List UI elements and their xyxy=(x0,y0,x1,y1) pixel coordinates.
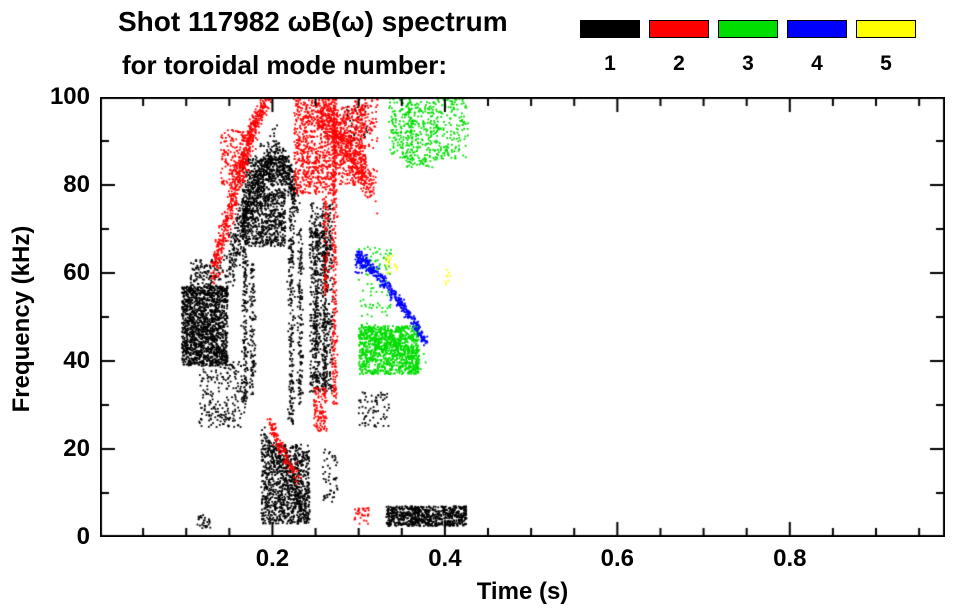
legend-swatch-mode-5 xyxy=(856,20,916,38)
legend-mode-number-4: 4 xyxy=(811,52,823,75)
x-tick-label: 0.6 xyxy=(600,545,635,572)
x-tick-label: 0.4 xyxy=(428,545,462,572)
legend-mode-number-3: 3 xyxy=(742,52,754,75)
figure-title: Shot 117982 ωB(ω) spectrum xyxy=(118,6,508,37)
legend-mode-number-5: 5 xyxy=(880,52,892,75)
y-tick-label: 0 xyxy=(76,523,90,550)
legend-swatch-mode-2 xyxy=(649,20,709,38)
y-tick-label: 40 xyxy=(63,347,90,374)
figure-subtitle: for toroidal mode number: xyxy=(122,50,447,80)
x-axis-title: Time (s) xyxy=(476,578,569,605)
x-tick-label: 0.8 xyxy=(773,545,807,572)
y-tick-label: 20 xyxy=(63,435,90,462)
y-axis-title: Frequency (kHz) xyxy=(8,225,35,413)
x-tick-label: 0.2 xyxy=(255,545,290,572)
y-tick-label: 100 xyxy=(49,83,90,110)
legend-mode-number-1: 1 xyxy=(604,52,616,75)
legend-swatch-mode-3 xyxy=(718,20,778,38)
legend-swatch-mode-4 xyxy=(787,20,847,38)
spectrum-canvas xyxy=(100,97,945,537)
y-tick-label: 60 xyxy=(63,259,90,286)
legend-mode-number-2: 2 xyxy=(673,52,685,75)
y-tick-label: 80 xyxy=(63,171,90,198)
legend-swatch-mode-1 xyxy=(580,20,640,38)
